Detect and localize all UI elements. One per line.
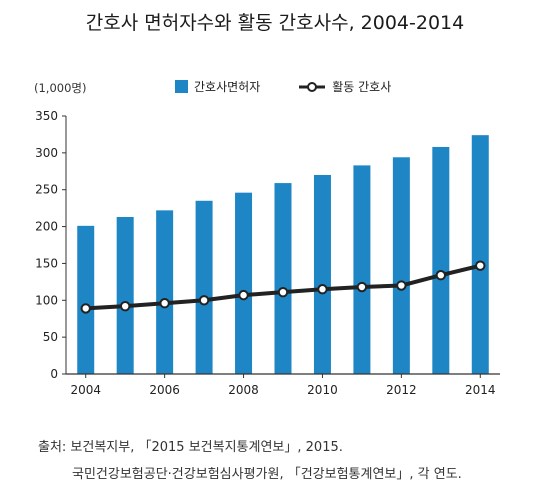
- bar-licensed-2009: [274, 183, 292, 374]
- bar-licensed-2006: [156, 210, 174, 374]
- x-tick-label: 2006: [149, 383, 180, 397]
- point-active-2007: [198, 295, 210, 306]
- legend: 간호사면허자 활동 간호사: [175, 78, 391, 95]
- source-line-1: 출처: 보건복지부, 「2015 보건복지통계연보」, 2015.: [38, 440, 343, 455]
- point-active-2011: [356, 281, 368, 293]
- point-active-2010: [317, 284, 328, 295]
- y-tick-label: 300: [35, 146, 58, 160]
- point-active-2004: [80, 303, 91, 314]
- bar-licensed-2007: [195, 200, 213, 374]
- y-tick-label: 50: [43, 330, 58, 344]
- legend-line-swatch: [299, 81, 326, 92]
- x-tick-label: 2004: [70, 383, 101, 397]
- x-tick-label: 2012: [386, 383, 417, 397]
- y-tick-label: 150: [35, 256, 58, 270]
- legend-bar-swatch: [175, 80, 188, 93]
- y-tick-label: 200: [35, 220, 58, 234]
- x-tick-label: 2014: [465, 383, 496, 397]
- chart-plot: 0 50 100 150 200 250 300 350 2004 2006 2008 2010 201…: [35, 109, 500, 397]
- x-tick-label: 2010: [307, 383, 338, 397]
- y-tick-label: 0: [50, 367, 58, 381]
- bar-licensed-2013: [432, 146, 450, 374]
- bar-licensed-2014: [471, 135, 489, 374]
- y-tick-label: 350: [35, 109, 58, 123]
- legend-label-licensed: 간호사면허자: [194, 80, 261, 94]
- chart-title: 간호사 면허자수와 활동 간호사수, 2004-2014: [85, 12, 465, 34]
- y-tick-label: 250: [35, 183, 58, 197]
- source-line-2: 국민건강보험공단·건강보험심사평가원, 「건강보험통계연보」, 각 연도.: [72, 467, 462, 482]
- legend-label-active: 활동 간호사: [332, 80, 392, 94]
- bar-licensed-2004: [77, 225, 95, 374]
- point-active-2012: [396, 280, 407, 291]
- bar-licensed-2012: [392, 157, 410, 374]
- bar-licensed-2008: [235, 192, 253, 374]
- point-active-2005: [119, 300, 131, 312]
- y-axis-unit-label: (1,000명): [34, 81, 87, 95]
- point-active-2008: [238, 289, 249, 301]
- bar-licensed-2011: [353, 165, 371, 374]
- x-tick-label: 2008: [228, 383, 259, 397]
- point-active-2014: [475, 260, 486, 271]
- bar-licensed-2005: [116, 216, 134, 374]
- point-active-2006: [159, 298, 170, 309]
- point-active-2009: [277, 286, 289, 298]
- bar-licensed-2010: [313, 174, 331, 374]
- y-tick-label: 100: [35, 293, 58, 307]
- point-active-2013: [435, 270, 447, 281]
